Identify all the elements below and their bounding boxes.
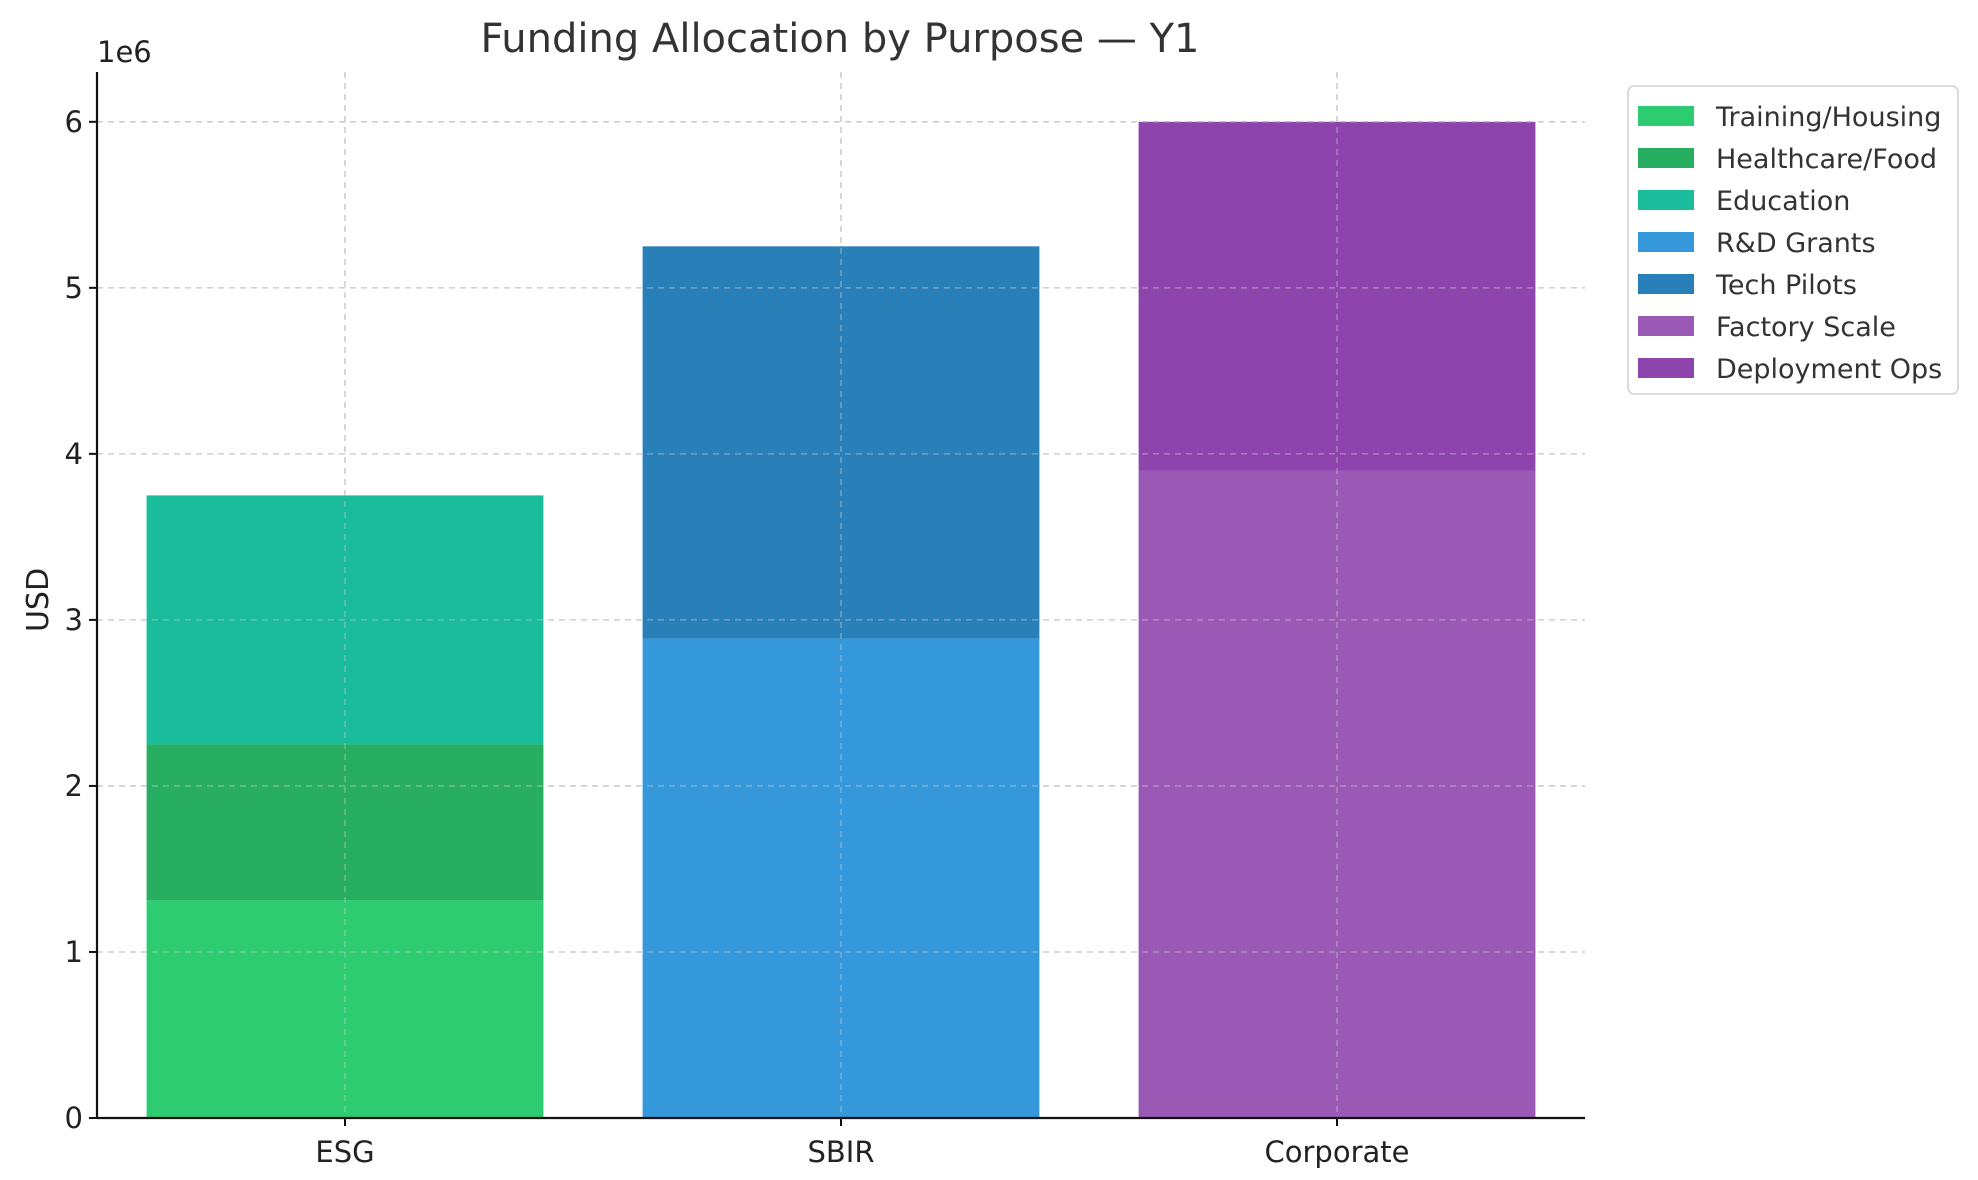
legend-swatch	[1638, 358, 1694, 378]
y-axis-label: USD	[21, 568, 56, 632]
y-tick-label: 0	[65, 1101, 83, 1135]
x-tick-label: Corporate	[1265, 1135, 1410, 1169]
grid-lines-overlay	[97, 72, 1585, 1118]
legend-label: R&D Grants	[1716, 228, 1876, 259]
y-tick-label: 6	[65, 105, 83, 139]
y-tick-label: 4	[65, 437, 83, 471]
axes: 0 1 2 3 4 5 6 ESG SBIR Corporate	[65, 72, 1585, 1169]
legend-label: Healthcare/Food	[1716, 144, 1937, 175]
y-axis-offset-label: 1e6	[97, 35, 152, 69]
legend-swatch	[1638, 106, 1694, 126]
legend-swatch	[1638, 232, 1694, 252]
y-tick-label: 3	[65, 603, 83, 637]
y-tick-label: 5	[65, 271, 83, 305]
legend-label: Tech Pilots	[1715, 270, 1857, 301]
legend-swatch	[1638, 316, 1694, 336]
legend-label: Education	[1716, 186, 1850, 217]
legend: Training/Housing Healthcare/Food Education…	[1627, 85, 1959, 395]
y-tick-label: 2	[65, 769, 83, 803]
legend-label: Training/Housing	[1715, 102, 1941, 133]
legend-label: Factory Scale	[1716, 312, 1896, 343]
x-tick-label: SBIR	[807, 1135, 874, 1169]
y-tick-label: 1	[65, 935, 83, 969]
bar-segment	[642, 246, 1040, 639]
legend-box	[1627, 85, 1959, 395]
legend-swatch	[1638, 148, 1694, 168]
x-tick-label: ESG	[315, 1135, 374, 1169]
legend-swatch	[1638, 274, 1694, 294]
legend-label: Deployment Ops	[1716, 354, 1942, 385]
legend-swatch	[1638, 190, 1694, 210]
chart-title: Funding Allocation by Purpose — Y1	[480, 16, 1199, 62]
